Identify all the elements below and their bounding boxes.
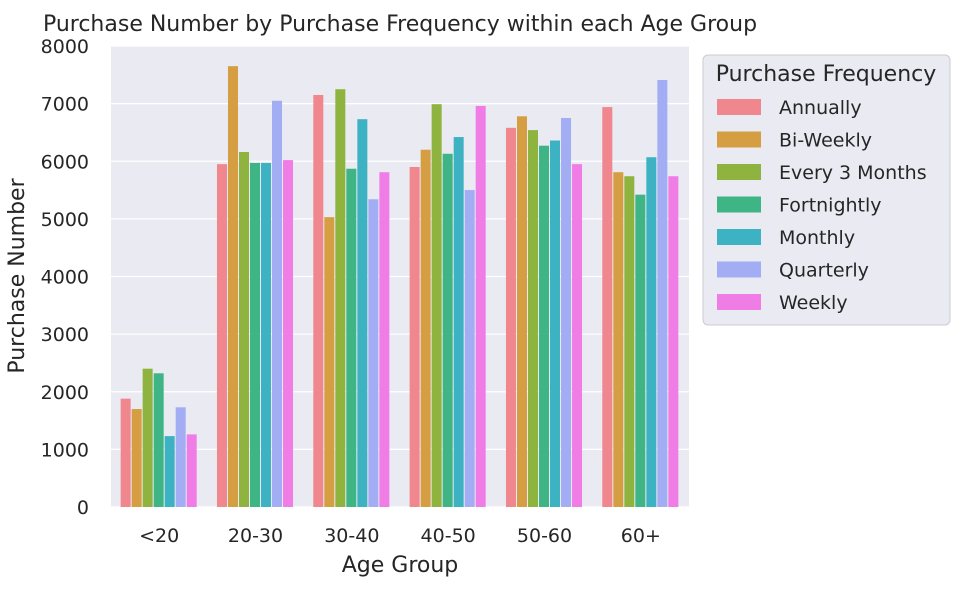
x-axis-label: Age Group bbox=[342, 553, 459, 578]
bar bbox=[216, 164, 227, 507]
y-tick-label: 8000 bbox=[41, 36, 89, 58]
y-tick-label: 7000 bbox=[41, 94, 89, 116]
y-tick-label: 1000 bbox=[41, 439, 89, 461]
legend-swatch bbox=[717, 99, 761, 115]
bar bbox=[346, 168, 357, 508]
bar bbox=[272, 100, 283, 508]
bar bbox=[164, 436, 175, 507]
legend-swatch bbox=[717, 164, 761, 180]
y-tick-labels: 0 1000 2000 3000 4000 5000 6000 7000 8000 bbox=[41, 36, 89, 519]
bar bbox=[357, 119, 368, 508]
bar bbox=[561, 118, 572, 507]
bars bbox=[120, 66, 679, 508]
bar bbox=[539, 145, 550, 507]
bar bbox=[635, 194, 646, 508]
bar bbox=[475, 105, 486, 508]
legend-label: Bi-Weekly bbox=[779, 130, 872, 152]
x-tick-label: 40-50 bbox=[421, 525, 476, 547]
bar bbox=[624, 176, 635, 508]
bar bbox=[142, 368, 153, 507]
x-tick-label: 60+ bbox=[621, 525, 661, 547]
legend: Purchase Frequency Annually Bi-Weekly Ever… bbox=[702, 54, 951, 326]
bar bbox=[238, 152, 249, 507]
legend-label: Every 3 Months bbox=[779, 162, 927, 184]
x-tick-label: <20 bbox=[139, 525, 179, 547]
bar bbox=[657, 80, 668, 507]
legend-items: Annually Bi-Weekly Every 3 Months Fortnight… bbox=[717, 97, 927, 314]
bar bbox=[153, 373, 164, 507]
bar bbox=[120, 398, 131, 507]
legend-swatch bbox=[717, 229, 761, 245]
legend-title: Purchase Frequency bbox=[716, 62, 937, 87]
legend-swatch bbox=[717, 196, 761, 213]
legend-swatch bbox=[717, 261, 761, 278]
chart-title: Purchase Number by Purchase Frequency wi… bbox=[43, 12, 757, 37]
bar bbox=[668, 176, 679, 508]
x-tick-label: 30-40 bbox=[324, 525, 379, 547]
x-tick-label: 20-30 bbox=[228, 525, 283, 547]
y-tick-label: 0 bbox=[77, 497, 89, 519]
bar bbox=[261, 162, 272, 508]
bar bbox=[131, 409, 142, 507]
bar bbox=[464, 190, 475, 507]
y-tick-label: 6000 bbox=[41, 151, 89, 173]
legend-label: Annually bbox=[779, 97, 862, 119]
y-tick-label: 3000 bbox=[41, 324, 89, 346]
bar bbox=[379, 172, 390, 507]
legend-label: Weekly bbox=[779, 292, 848, 314]
legend-label: Quarterly bbox=[779, 260, 869, 282]
bar bbox=[227, 66, 238, 508]
y-tick-label: 2000 bbox=[41, 382, 89, 404]
x-tick-label: 50-60 bbox=[517, 525, 572, 547]
bar bbox=[442, 153, 453, 507]
bar bbox=[409, 167, 420, 507]
bar bbox=[646, 157, 657, 507]
bar bbox=[527, 130, 538, 507]
bar bbox=[602, 107, 613, 507]
bar bbox=[186, 434, 197, 507]
bar bbox=[313, 94, 324, 507]
bar bbox=[335, 89, 346, 507]
bar bbox=[505, 127, 516, 507]
bar bbox=[453, 137, 464, 508]
x-tick-labels: <20 20-30 30-40 40-50 50-60 60+ bbox=[139, 525, 661, 547]
bar bbox=[613, 172, 624, 507]
bar bbox=[572, 164, 583, 507]
legend-swatch bbox=[717, 294, 761, 310]
bar bbox=[516, 116, 527, 508]
bar bbox=[283, 160, 294, 507]
bar bbox=[431, 104, 442, 507]
y-axis-label: Purchase Number bbox=[5, 177, 30, 373]
legend-label: Monthly bbox=[779, 227, 855, 249]
y-tick-label: 4000 bbox=[41, 267, 89, 289]
bar bbox=[175, 407, 186, 507]
legend-label: Fortnightly bbox=[779, 195, 882, 217]
legend-swatch bbox=[717, 131, 761, 148]
y-tick-label: 5000 bbox=[41, 209, 89, 231]
bar bbox=[250, 162, 261, 508]
bar bbox=[368, 199, 379, 507]
bar bbox=[324, 217, 335, 507]
gridlines bbox=[111, 45, 689, 508]
legend-box bbox=[702, 54, 951, 326]
bar bbox=[420, 149, 431, 507]
bar bbox=[550, 140, 561, 507]
